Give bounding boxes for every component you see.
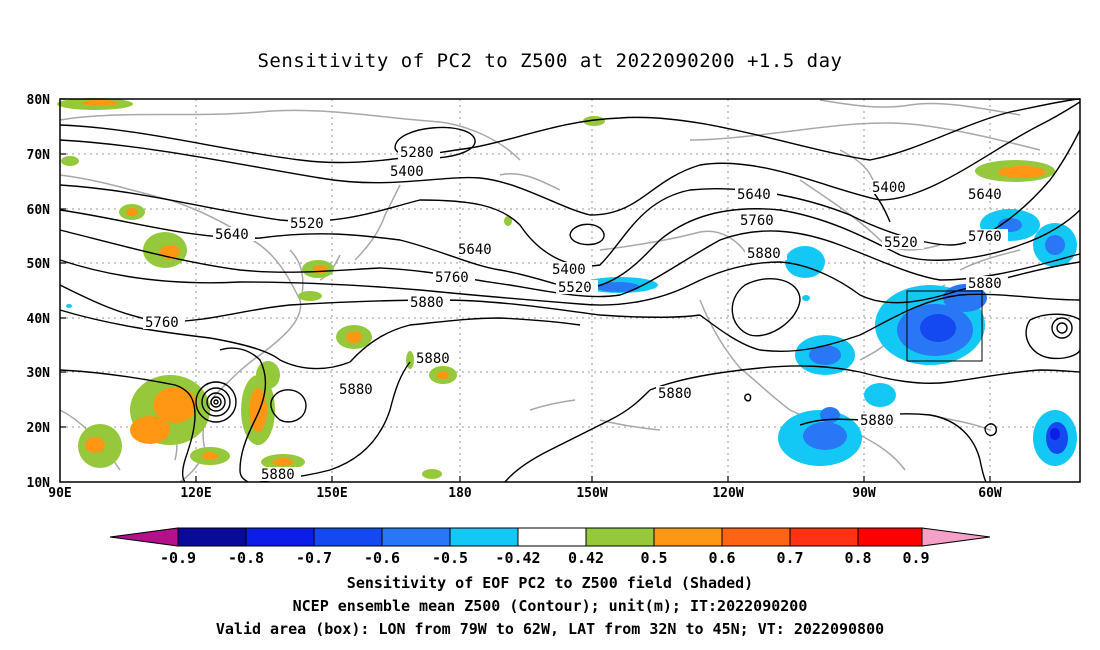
- colorbar-label: 0.7: [776, 549, 803, 567]
- colorbar-label: 0.42: [568, 549, 604, 567]
- colorbar-label: -0.7: [296, 549, 332, 567]
- colorbar-swatch: [381, 527, 451, 547]
- colorbar-swatch: [653, 527, 723, 547]
- contour-label: 5520: [884, 235, 918, 251]
- colorbar-high-arrow: [921, 527, 991, 547]
- shading-positive: [57, 98, 1055, 479]
- contour-label: 5880: [410, 295, 444, 311]
- contour-label: 5880: [860, 413, 894, 429]
- lat-label: 80N: [27, 93, 51, 108]
- lat-label: 50N: [27, 257, 51, 272]
- colorbar-swatch: [449, 527, 519, 547]
- colorbar-swatch: [857, 527, 923, 547]
- contour-label: 5520: [290, 216, 324, 232]
- colorbar-low-arrow: [109, 527, 179, 547]
- contour-label: 5640: [737, 187, 771, 203]
- colorbar-swatch: [585, 527, 655, 547]
- contour-label: 5640: [215, 227, 249, 243]
- lon-label: 150E: [316, 486, 347, 501]
- contour-label: 5760: [740, 213, 774, 229]
- colorbar-label: 0.9: [902, 549, 929, 567]
- contour-labels: 5280 5400 5400 5400 5520 5520 5520 5640 …: [143, 145, 1008, 483]
- map-frame: [59, 98, 1081, 483]
- contour-label: 5400: [872, 180, 906, 196]
- longitude-labels: 90E 120E 150E 180 150W 120W 90W 60W: [48, 486, 1002, 501]
- colorbar-label: 0.8: [844, 549, 871, 567]
- colorbar-swatch: [789, 527, 859, 547]
- shading-negative: [66, 209, 1077, 466]
- lon-label: 120E: [180, 486, 211, 501]
- lon-label: 120W: [712, 486, 743, 501]
- contour-label: 5640: [458, 242, 492, 258]
- lat-label: 20N: [27, 421, 51, 436]
- axis-ticks: [60, 98, 991, 482]
- lon-label: 90W: [852, 486, 876, 501]
- contour-label: 5400: [552, 262, 586, 278]
- contour-label: 5880: [416, 351, 450, 367]
- contour-label: 5400: [390, 164, 424, 180]
- colorbar-label: 0.5: [640, 549, 667, 567]
- lon-label: 60W: [978, 486, 1002, 501]
- lon-label: 180: [448, 486, 472, 501]
- colorbar-swatch: [517, 527, 587, 547]
- contour-label: 5880: [968, 276, 1002, 292]
- contour-label: 5760: [145, 315, 179, 331]
- caption-contour: NCEP ensemble mean Z500 (Contour); unit(…: [292, 597, 808, 615]
- colorbar-label: -0.8: [228, 549, 264, 567]
- latitude-labels: 80N 70N 60N 50N 40N 30N 20N 10N: [27, 93, 51, 491]
- contour-label: 5520: [558, 280, 592, 296]
- contour-label: 5880: [747, 246, 781, 262]
- colorbar-swatch: [177, 527, 247, 547]
- lat-label: 10N: [27, 476, 51, 491]
- z500-contours: [59, 98, 1081, 483]
- colorbar-swatch: [721, 527, 791, 547]
- contour-label: 5880: [261, 467, 295, 483]
- colorbar-labels: -0.9 -0.8 -0.7 -0.6 -0.5 -0.42 0.42 0.5 …: [160, 549, 930, 567]
- colorbar-label: -0.9: [160, 549, 196, 567]
- contour-label: 5760: [968, 229, 1002, 245]
- caption-valid-area: Valid area (box): LON from 79W to 62W, L…: [215, 620, 885, 638]
- contour-label: 5760: [435, 270, 469, 286]
- contour-label: 5280: [400, 145, 434, 161]
- colorbar-swatch: [313, 527, 383, 547]
- contour-label: 5880: [658, 386, 692, 402]
- colorbar-swatch: [245, 527, 315, 547]
- contour-label: 5640: [968, 187, 1002, 203]
- map-title: Sensitivity of PC2 to Z500 at 2022090200…: [257, 50, 843, 72]
- lon-label: 90E: [48, 486, 71, 501]
- lat-label: 30N: [27, 366, 51, 381]
- valid-area-box: [906, 290, 983, 362]
- caption-shading: Sensitivity of EOF PC2 to Z500 field (Sh…: [346, 574, 754, 592]
- lon-label: 150W: [576, 486, 607, 501]
- lat-label: 70N: [27, 148, 51, 163]
- colorbar-label: -0.5: [432, 549, 468, 567]
- lat-label: 40N: [27, 312, 51, 327]
- colorbar: [109, 527, 991, 547]
- colorbar-label: -0.42: [495, 549, 540, 567]
- lat-label: 60N: [27, 203, 51, 218]
- colorbar-label: 0.6: [708, 549, 735, 567]
- colorbar-label: -0.6: [364, 549, 400, 567]
- contour-label: 5880: [339, 382, 373, 398]
